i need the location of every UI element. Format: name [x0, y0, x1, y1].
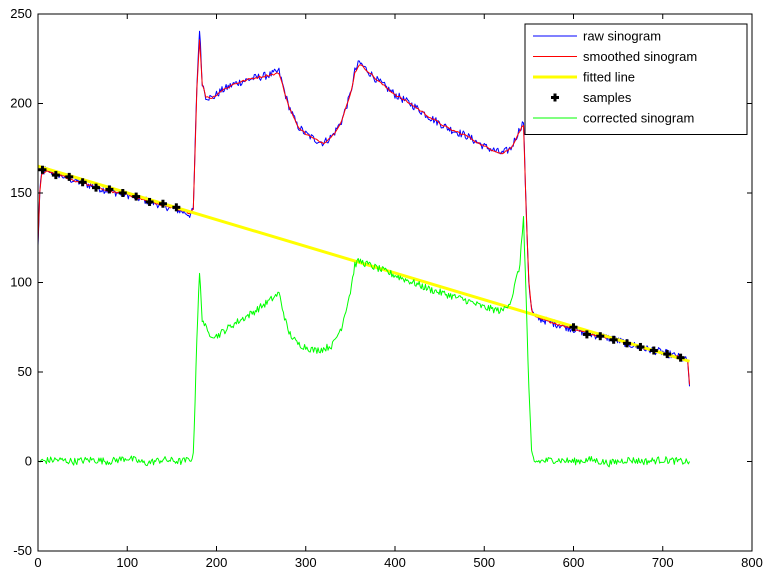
sample-marker [132, 192, 141, 201]
markers-layer [38, 165, 685, 362]
sample-marker [51, 171, 60, 180]
y-tick-label: 50 [18, 364, 32, 379]
legend-item-raw-sinogram: raw sinogram [533, 29, 661, 44]
y-tick-label: 150 [10, 185, 32, 200]
legend-label: raw sinogram [583, 29, 661, 44]
x-tick-label: 700 [652, 555, 674, 570]
sample-marker [105, 185, 114, 194]
sample-marker [623, 339, 632, 348]
legend-label: smoothed sinogram [583, 49, 697, 64]
sample-marker [78, 178, 87, 187]
legend-label: fitted line [583, 70, 635, 85]
legend-box [524, 23, 748, 135]
sample-marker [145, 197, 154, 206]
sample-marker [636, 342, 645, 351]
y-tick-label: 0 [25, 454, 32, 469]
sample-marker [118, 189, 127, 197]
y-tick-label: 100 [10, 275, 32, 290]
series-line-corrected-sinogram [37, 216, 690, 468]
sample-marker [92, 183, 101, 192]
sample-marker [582, 330, 591, 339]
x-tick-label: 400 [384, 555, 406, 570]
y-tick-label: -50 [13, 543, 32, 558]
legend: raw sinogram smoothed sinogram fitted line… [524, 23, 748, 135]
x-tick-label: 800 [741, 555, 763, 570]
legend-item-smoothed-sinogram: smoothed sinogram [533, 49, 697, 64]
sample-marker [663, 350, 672, 359]
x-tick-label: 0 [34, 555, 41, 570]
x-tick-label: 300 [295, 555, 317, 570]
legend-label: samples [583, 90, 632, 105]
x-tick-label: 200 [206, 555, 228, 570]
sample-marker [569, 323, 578, 332]
sample-marker [676, 353, 685, 362]
legend-item-fitted-line: fitted line [533, 70, 635, 85]
sample-marker [38, 165, 47, 174]
sample-marker [596, 332, 605, 341]
legend-label: corrected sinogram [583, 111, 694, 126]
sample-marker [649, 346, 658, 355]
legend-item-samples: samples [551, 90, 632, 105]
sample-marker [609, 335, 618, 344]
x-tick-label: 500 [473, 555, 495, 570]
sample-marker [65, 172, 74, 181]
x-tick-label: 600 [563, 555, 585, 570]
y-tick-label: 250 [10, 6, 32, 21]
sample-marker [158, 199, 167, 208]
x-tick-label: 100 [116, 555, 138, 570]
axis-layer: 0 100 200 300 400 500 600 700 800-50050100150200… [10, 6, 763, 570]
sample-marker [172, 203, 181, 212]
y-tick-label: 200 [10, 96, 32, 111]
legend-item-corrected-sinogram: corrected sinogram [533, 111, 694, 126]
